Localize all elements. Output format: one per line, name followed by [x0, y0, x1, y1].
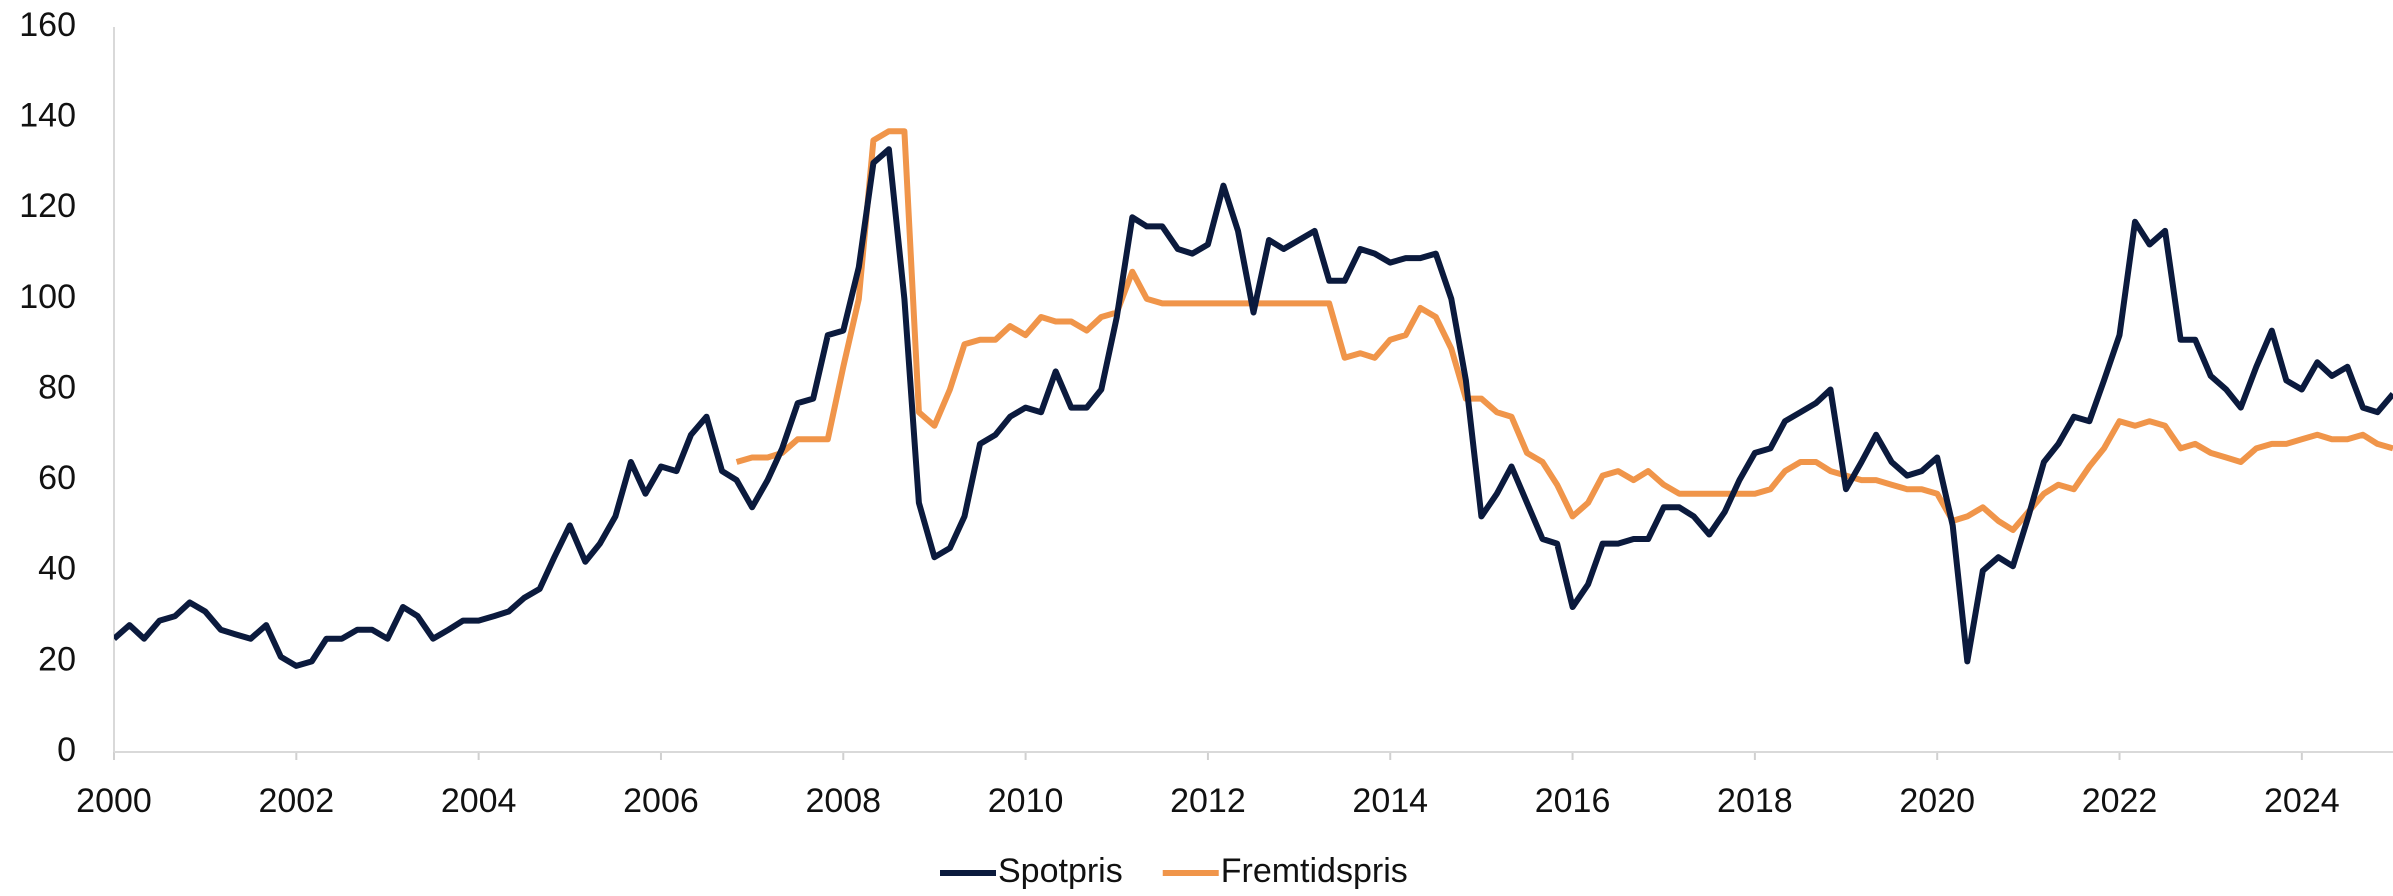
x-tick-label: 2014 [1352, 782, 1428, 820]
x-tick-label: 2010 [988, 782, 1064, 820]
y-tick-label: 60 [38, 459, 76, 497]
x-tick-label: 2012 [1170, 782, 1246, 820]
x-tick-label: 2006 [623, 782, 699, 820]
x-tick-label: 2020 [1899, 782, 1975, 820]
legend-label: Fremtidspris [1221, 852, 1408, 890]
x-tick-label: 2018 [1717, 782, 1793, 820]
x-tick-label: 2022 [2082, 782, 2158, 820]
x-tick-label: 2024 [2264, 782, 2340, 820]
y-tick-label: 20 [38, 640, 76, 678]
y-tick-label: 120 [19, 187, 76, 225]
y-tick-label: 40 [38, 550, 76, 588]
y-tick-label: 160 [19, 6, 76, 44]
y-tick-label: 80 [38, 368, 76, 406]
legend-label: Spotpris [998, 852, 1123, 890]
y-tick-label: 0 [57, 731, 76, 769]
series-line [735, 128, 2393, 533]
y-tick-label: 100 [19, 278, 76, 316]
x-tick-label: 2016 [1535, 782, 1611, 820]
x-tick-label: 2002 [258, 782, 334, 820]
series-line [114, 146, 2393, 669]
x-tick-label: 2008 [805, 782, 881, 820]
x-tick-label: 2004 [441, 782, 517, 820]
x-tick-label: 2000 [76, 782, 152, 820]
y-tick-label: 140 [19, 97, 76, 135]
